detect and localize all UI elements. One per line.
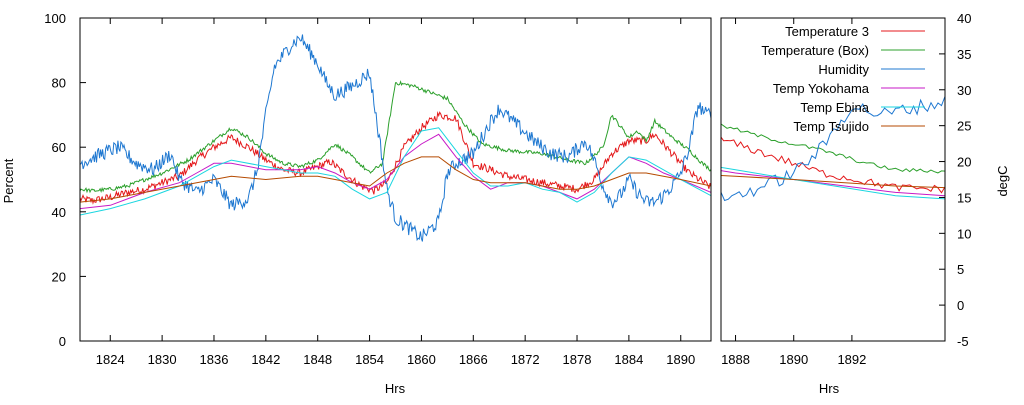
x-tick-label: 1884 xyxy=(614,352,643,367)
x-tick-label: 1890 xyxy=(779,352,808,367)
y-tick-label: 60 xyxy=(52,140,66,155)
series-layer-right xyxy=(721,96,945,202)
x-tick-label: 1836 xyxy=(200,352,229,367)
right-ylabel: degC xyxy=(995,165,1010,196)
x-tick-label: 1854 xyxy=(355,352,384,367)
y2-tick-label: 25 xyxy=(957,119,971,134)
y2-tick-label: 30 xyxy=(957,83,971,98)
legend-label: Temp Tsujido xyxy=(793,119,869,134)
plot-frames xyxy=(79,17,946,342)
series-line-temp-tsujido xyxy=(80,156,711,203)
x-tick-label: 1860 xyxy=(407,352,436,367)
x-tick-label: 1890 xyxy=(666,352,695,367)
x-tick-label: 1872 xyxy=(511,352,540,367)
left-ylabel: Percent xyxy=(1,158,16,203)
left-xlabel: Hrs xyxy=(385,381,406,396)
series-line-humidity xyxy=(80,34,711,242)
y-tick-label: 80 xyxy=(52,76,66,91)
left-plot-frame xyxy=(79,17,712,342)
series-layer-left xyxy=(80,34,711,242)
x-tick-label: 1866 xyxy=(459,352,488,367)
y-tick-label: 100 xyxy=(44,11,66,26)
x-tick-label: 1892 xyxy=(837,352,866,367)
legend: Temperature 3 Temperature (Box) Humidity Te… xyxy=(761,24,925,134)
y2-tick-label: 20 xyxy=(957,155,971,170)
series-line-temperature-box xyxy=(80,80,711,194)
y2-tick-label: -5 xyxy=(957,334,969,349)
legend-label: Temp Yokohama xyxy=(773,81,870,96)
right-plot-frame xyxy=(720,17,946,342)
y2-tick-label: 15 xyxy=(957,190,971,205)
x-tick-label: 1878 xyxy=(563,352,592,367)
x-tick-label: 1824 xyxy=(96,352,125,367)
y-tick-label: 20 xyxy=(52,269,66,284)
x-tick-label: 1888 xyxy=(721,352,750,367)
y2-tick-label: 35 xyxy=(957,47,971,62)
x-tick-label: 1842 xyxy=(251,352,280,367)
x-tick-label: 1848 xyxy=(303,352,332,367)
legend-label: Temperature 3 xyxy=(785,24,869,39)
y-tick-label: 0 xyxy=(59,334,66,349)
series-line-temp-ebina xyxy=(80,127,711,216)
y2-tick-label: 5 xyxy=(957,262,964,277)
y2-tick-label: 40 xyxy=(957,11,971,26)
y2-tick-label: 10 xyxy=(957,226,971,241)
y2-tick-label: 0 xyxy=(957,298,964,313)
legend-label: Temperature (Box) xyxy=(761,43,869,58)
series-line-humidity xyxy=(721,96,945,202)
right-xlabel: Hrs xyxy=(819,381,840,396)
axis-ticks: 1824 1830 1836 1842 1848 1854 1860 1866 1872 1878… xyxy=(44,11,971,367)
legend-label: Temp Ebina xyxy=(800,100,869,115)
legend-label: Humidity xyxy=(818,62,869,77)
x-tick-label: 1830 xyxy=(148,352,177,367)
y-tick-label: 40 xyxy=(52,205,66,220)
series-line-temperature-3 xyxy=(80,111,711,205)
